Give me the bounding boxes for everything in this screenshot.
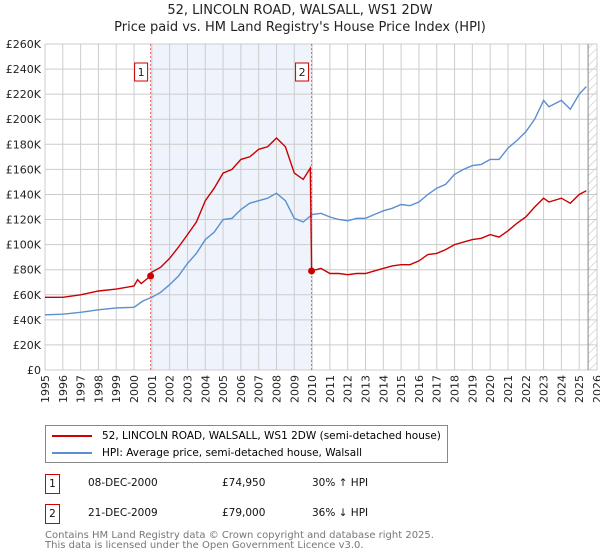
price-chart: 1995 1996 1997 1998 1999 2000 2001 2002 2003 2004… — [6, 38, 600, 403]
footer-licence: This data is licensed under the Open Gov… — [45, 540, 364, 551]
transaction-price: £79,000 — [222, 507, 266, 519]
y-tick-label: £180K — [6, 138, 42, 151]
sale-marker-box — [134, 62, 149, 82]
legend-swatch-hpi — [52, 452, 92, 454]
legend-label-property: 52, LINCOLN ROAD, WALSALL, WS1 2DW (semi… — [102, 430, 441, 442]
x-tick-label: 2021 — [502, 375, 515, 403]
x-tick-label: 1999 — [110, 375, 123, 403]
x-tick-label: 2001 — [146, 375, 159, 403]
x-tick-label: 2002 — [164, 375, 177, 403]
x-tick-label: 2019 — [466, 375, 479, 403]
x-tick-label: 2026 — [591, 375, 600, 403]
x-tick-label: 1997 — [75, 375, 88, 403]
sale-marker-label: 2 — [299, 66, 306, 79]
x-tick-label: 2009 — [288, 375, 301, 403]
x-tick-label: 1996 — [57, 375, 70, 403]
chart-subtitle: Price paid vs. HM Land Registry's House … — [114, 20, 486, 35]
x-tick-label: 2012 — [342, 375, 355, 403]
x-tick-label: 2003 — [181, 375, 194, 403]
hpi-line — [44, 86, 587, 316]
y-tick-label: £120K — [6, 214, 42, 227]
transaction-price: £74,950 — [222, 477, 266, 489]
y-tick-label: £160K — [6, 163, 42, 176]
x-tick-label: 2007 — [253, 375, 266, 403]
property-price-line — [45, 137, 587, 298]
transaction-date: 21-DEC-2009 — [88, 507, 158, 519]
sale-marker-label: 1 — [138, 66, 145, 79]
y-tick-label: £220K — [6, 88, 42, 101]
y-tick-label: £60K — [13, 289, 42, 302]
shaded-period — [150, 44, 312, 370]
legend: 52, LINCOLN ROAD, WALSALL, WS1 2DW (semi… — [45, 425, 448, 463]
x-tick-label: 2006 — [235, 375, 248, 403]
transaction-marker: 2 — [45, 504, 60, 524]
y-tick-label: £100K — [6, 239, 42, 252]
x-tick-label: 2015 — [395, 375, 408, 403]
sale-point — [147, 272, 155, 280]
x-tick-label: 2025 — [573, 375, 586, 403]
x-tick-label: 2024 — [555, 375, 568, 403]
x-tick-label: 2008 — [270, 375, 283, 403]
sale-point — [308, 267, 316, 275]
legend-swatch-property — [52, 435, 92, 437]
transaction-hpi: 30% ↑ HPI — [312, 477, 369, 489]
x-tick-label: 1995 — [39, 375, 52, 403]
x-tick-label: 2000 — [128, 375, 141, 403]
y-tick-label: £0 — [27, 364, 41, 377]
footer-copyright: Contains HM Land Registry data © Crown c… — [45, 530, 434, 541]
sale-marker-box — [295, 62, 310, 82]
y-tick-label: £240K — [6, 63, 42, 76]
y-tick-label: £20K — [13, 339, 42, 352]
x-tick-label: 2022 — [520, 375, 533, 403]
y-tick-label: £80K — [13, 264, 42, 277]
x-tick-label: 2013 — [360, 375, 373, 403]
transaction-date: 08-DEC-2000 — [88, 477, 158, 489]
x-tick-label: 2010 — [306, 375, 319, 403]
transaction-marker: 1 — [45, 474, 60, 494]
y-tick-label: £140K — [6, 188, 42, 201]
x-tick-label: 2020 — [484, 375, 497, 403]
x-tick-label: 2004 — [199, 375, 212, 403]
y-tick-label: £40K — [13, 314, 42, 327]
forecast-hatch — [588, 44, 597, 370]
chart-title: 52, LINCOLN ROAD, WALSALL, WS1 2DW — [167, 3, 433, 18]
x-tick-label: 1998 — [92, 375, 105, 403]
x-tick-label: 2023 — [538, 375, 551, 403]
y-tick-label: £260K — [6, 38, 42, 51]
legend-label-hpi: HPI: Average price, semi-detached house,… — [102, 447, 363, 459]
x-tick-label: 2014 — [377, 375, 390, 403]
y-tick-label: £200K — [6, 113, 42, 126]
x-tick-label: 2017 — [431, 375, 444, 403]
x-tick-label: 2011 — [324, 375, 337, 403]
x-tick-label: 2005 — [217, 375, 230, 403]
x-tick-label: 2018 — [449, 375, 462, 403]
transaction-hpi: 36% ↓ HPI — [312, 507, 369, 519]
x-tick-label: 2016 — [413, 375, 426, 403]
